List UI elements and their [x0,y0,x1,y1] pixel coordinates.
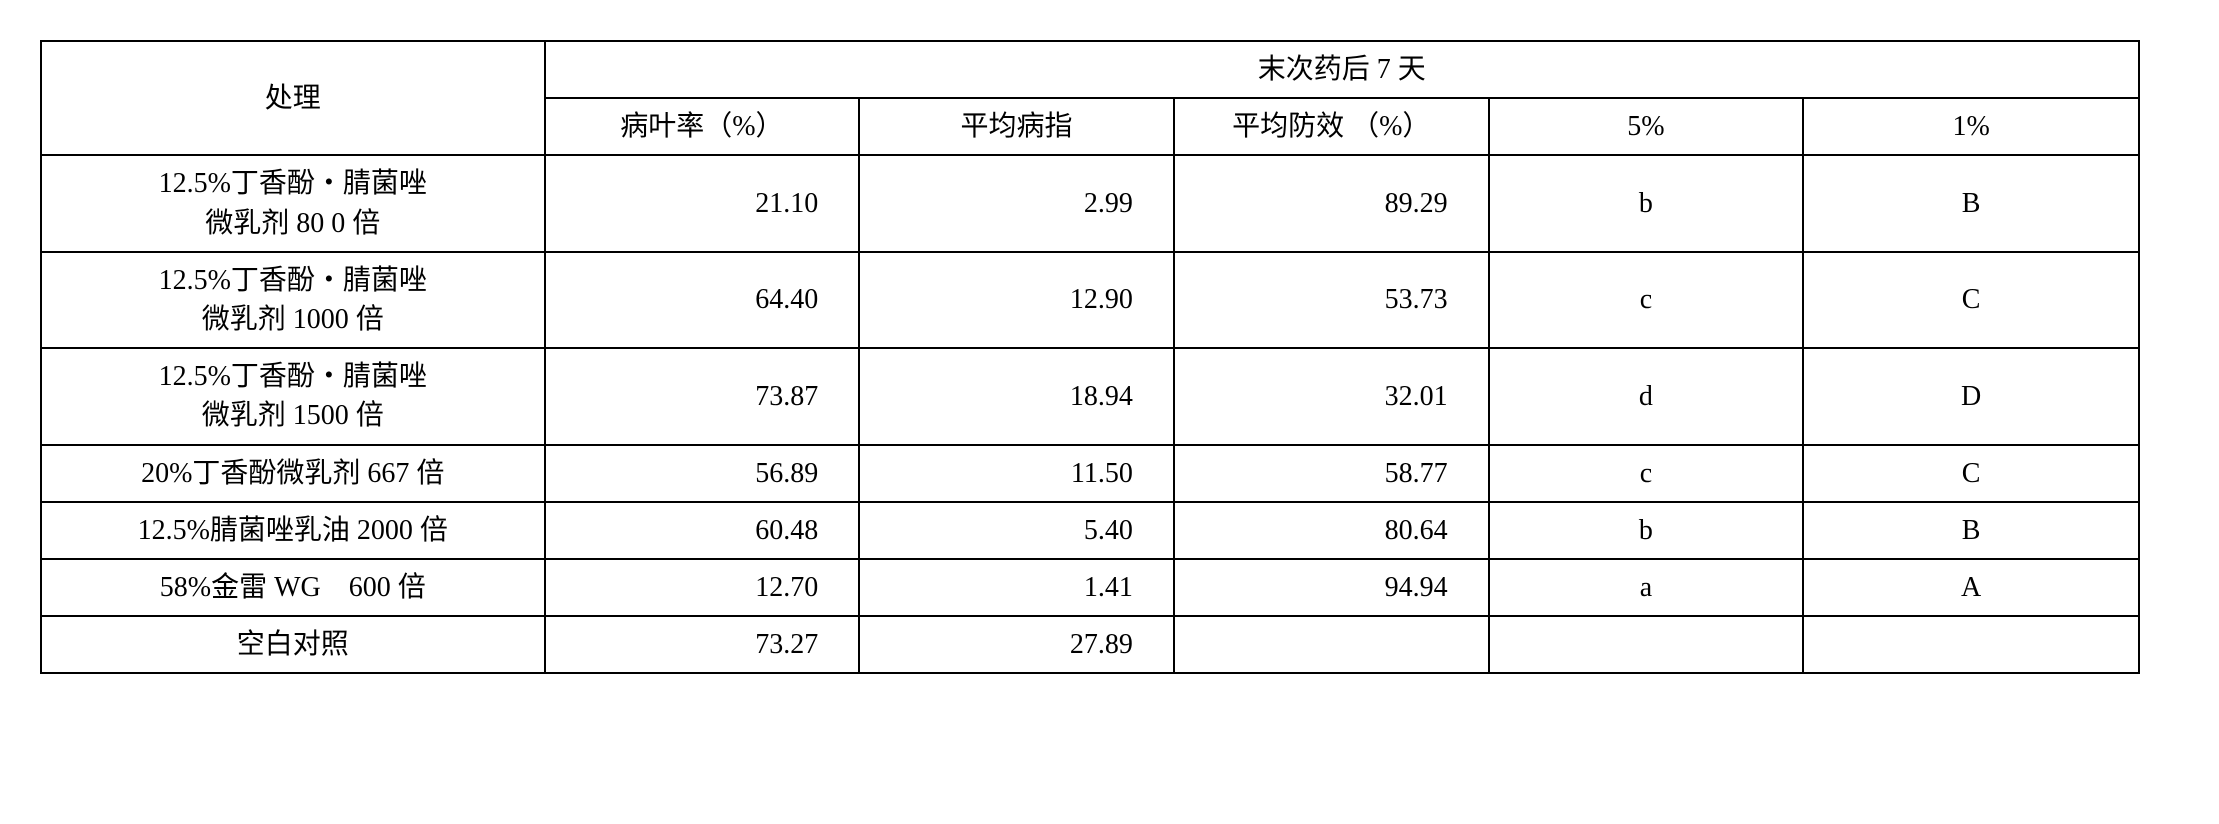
cell-index: 18.94 [859,348,1174,444]
header-p5: 5% [1489,98,1804,155]
cell-p1: B [1803,502,2139,559]
cell-p5: a [1489,559,1804,616]
table-row: 12.5%丁香酚・腈菌唑 微乳剂 80 0 倍 21.10 2.99 89.29… [41,155,2139,251]
table-row: 12.5%丁香酚・腈菌唑 微乳剂 1000 倍 64.40 12.90 53.7… [41,252,2139,348]
efficacy-table: 处理 末次药后 7 天 病叶率（%） 平均病指 平均防效 （%） 5% 1% 1… [40,40,2140,674]
header-rate: 病叶率（%） [545,98,860,155]
header-group: 末次药后 7 天 [545,41,2139,98]
cell-p1: D [1803,348,2139,444]
cell-efficacy: 53.73 [1174,252,1489,348]
cell-p5: d [1489,348,1804,444]
table-row: 12.5%腈菌唑乳油 2000 倍 60.48 5.40 80.64 b B [41,502,2139,559]
table-row: 12.5%丁香酚・腈菌唑 微乳剂 1500 倍 73.87 18.94 32.0… [41,348,2139,444]
cell-p5 [1489,616,1804,673]
header-treatment: 处理 [41,41,545,155]
cell-index: 11.50 [859,445,1174,502]
cell-efficacy: 32.01 [1174,348,1489,444]
cell-rate: 21.10 [545,155,860,251]
cell-rate: 12.70 [545,559,860,616]
cell-rate: 73.27 [545,616,860,673]
cell-rate: 64.40 [545,252,860,348]
cell-efficacy: 89.29 [1174,155,1489,251]
cell-efficacy [1174,616,1489,673]
cell-p1: A [1803,559,2139,616]
cell-treatment: 12.5%丁香酚・腈菌唑 微乳剂 80 0 倍 [41,155,545,251]
cell-p1: C [1803,252,2139,348]
cell-p1: B [1803,155,2139,251]
cell-p5: b [1489,155,1804,251]
header-index: 平均病指 [859,98,1174,155]
cell-treatment: 12.5%丁香酚・腈菌唑 微乳剂 1500 倍 [41,348,545,444]
header-row-1: 处理 末次药后 7 天 [41,41,2139,98]
cell-treatment: 空白对照 [41,616,545,673]
cell-index: 1.41 [859,559,1174,616]
header-p1: 1% [1803,98,2139,155]
cell-rate: 56.89 [545,445,860,502]
cell-efficacy: 94.94 [1174,559,1489,616]
cell-efficacy: 80.64 [1174,502,1489,559]
table-row: 空白对照 73.27 27.89 [41,616,2139,673]
cell-treatment: 20%丁香酚微乳剂 667 倍 [41,445,545,502]
cell-treatment: 12.5%腈菌唑乳油 2000 倍 [41,502,545,559]
cell-rate: 60.48 [545,502,860,559]
cell-p1: C [1803,445,2139,502]
cell-p5: c [1489,252,1804,348]
cell-index: 2.99 [859,155,1174,251]
header-efficacy: 平均防效 （%） [1174,98,1489,155]
cell-p5: b [1489,502,1804,559]
cell-p5: c [1489,445,1804,502]
cell-treatment: 58%金雷 WG 600 倍 [41,559,545,616]
cell-efficacy: 58.77 [1174,445,1489,502]
cell-rate: 73.87 [545,348,860,444]
cell-index: 5.40 [859,502,1174,559]
cell-p1 [1803,616,2139,673]
table-body: 12.5%丁香酚・腈菌唑 微乳剂 80 0 倍 21.10 2.99 89.29… [41,155,2139,673]
cell-index: 27.89 [859,616,1174,673]
table-row: 20%丁香酚微乳剂 667 倍 56.89 11.50 58.77 c C [41,445,2139,502]
cell-treatment: 12.5%丁香酚・腈菌唑 微乳剂 1000 倍 [41,252,545,348]
cell-index: 12.90 [859,252,1174,348]
table-row: 58%金雷 WG 600 倍 12.70 1.41 94.94 a A [41,559,2139,616]
